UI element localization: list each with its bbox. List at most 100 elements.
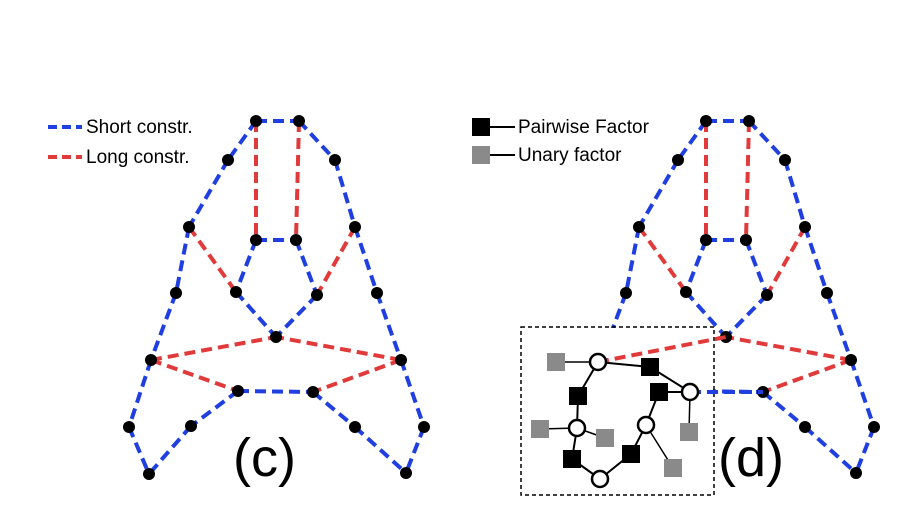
landmark-node <box>395 354 407 366</box>
short-constraint-edge <box>147 424 193 476</box>
landmark-node <box>329 154 341 166</box>
landmark-node <box>633 221 645 233</box>
short-constraint-edge <box>274 293 319 339</box>
variable-node <box>680 382 700 402</box>
unary-factor <box>547 353 565 371</box>
long-constraint-edge <box>725 335 852 362</box>
landmark-node <box>222 154 234 166</box>
long-constraint-edge <box>765 226 807 296</box>
landmark-node <box>868 421 880 433</box>
landmark-node <box>123 421 135 433</box>
short-constraint-edge <box>624 226 641 294</box>
pairwise-factor <box>641 358 659 376</box>
long-constraint-edge <box>150 335 277 362</box>
landmark-node <box>680 286 692 298</box>
factor-graph-inset <box>520 326 763 496</box>
short-constraint-edge <box>226 119 258 162</box>
landmark-node <box>250 115 262 127</box>
legend-pairwise-label: Pairwise Factor <box>518 117 650 138</box>
landmark-node <box>270 331 282 343</box>
landmark-node <box>145 354 157 366</box>
short-constraint-edge <box>803 425 858 475</box>
landmark-node <box>700 234 712 246</box>
panel-label-c: (c) <box>233 428 296 488</box>
short-constraint-edge <box>783 159 807 228</box>
landmark-node <box>307 386 319 398</box>
unary-factor <box>531 420 549 438</box>
short-constraint-edge <box>127 359 153 428</box>
long-constraint-edge <box>150 358 239 393</box>
landmark-node <box>799 421 811 433</box>
legend-left: Short constr. Long constr. <box>48 117 193 168</box>
long-constraint-edge <box>294 120 301 241</box>
landmark-node <box>293 115 305 127</box>
short-constraint-edge <box>189 389 240 428</box>
landmark-node <box>185 420 197 432</box>
short-constraint-edge <box>404 426 426 474</box>
landmark-node <box>183 221 195 233</box>
variable-node <box>636 415 656 435</box>
short-constraint-edge <box>234 239 258 293</box>
unary-factor <box>664 459 682 477</box>
short-constraint-edge <box>747 119 787 162</box>
short-constraint-edge <box>803 226 829 294</box>
legend-long-label: Long constr. <box>86 147 190 168</box>
pairwise-factor <box>622 445 640 463</box>
short-constraint-edge <box>849 359 876 428</box>
long-constraint-edge <box>187 225 238 294</box>
landmark-node <box>400 467 412 479</box>
variable-node <box>590 469 610 489</box>
landmark-node <box>821 287 833 299</box>
pairwise-factor <box>563 450 581 468</box>
variable-node <box>588 352 608 372</box>
short-constraint-edge <box>761 390 807 429</box>
short-constraint-edge <box>825 292 853 361</box>
landmark-node <box>349 221 361 233</box>
landmark-node <box>761 289 773 301</box>
short-constraint-edge <box>333 159 357 228</box>
landmark-node <box>672 154 684 166</box>
landmark-node <box>845 354 857 366</box>
short-constraint-edge <box>237 389 314 394</box>
short-constraint-edge <box>187 158 230 229</box>
long-constraint-edge <box>762 358 852 394</box>
short-constraint-edge <box>684 239 708 293</box>
landmark-node <box>230 286 242 298</box>
landmark-node <box>799 221 811 233</box>
constraint-graph-c <box>123 115 430 480</box>
short-constraint-edge <box>234 290 278 339</box>
inset-frame <box>520 326 715 496</box>
landmark-node <box>418 421 430 433</box>
landmark-node <box>779 154 791 166</box>
pairwise-factor-swatch <box>472 118 490 136</box>
landmark-node <box>349 421 361 433</box>
short-constraint-edge <box>174 226 191 294</box>
long-constraint-edge <box>597 335 727 364</box>
landmark-node <box>850 467 862 479</box>
landmark-node <box>743 115 755 127</box>
landmark-node <box>250 234 262 246</box>
landmark-node <box>620 287 632 299</box>
long-constraint-edge <box>637 225 688 294</box>
long-constraint-edge <box>275 335 402 362</box>
pairwise-factor <box>569 387 587 405</box>
landmark-node <box>700 115 712 127</box>
legend-unary-label: Unary factor <box>518 145 622 166</box>
short-constraint-edge <box>149 292 178 361</box>
short-constraint-edge <box>297 119 337 162</box>
landmark-node <box>371 287 383 299</box>
short-constraint-edge <box>724 293 769 339</box>
long-constraint-edge <box>744 120 751 241</box>
short-constraint-edge <box>294 239 319 296</box>
variable-node <box>567 418 587 438</box>
short-constraint-edge <box>744 239 769 296</box>
short-constraint-edge <box>399 359 426 428</box>
long-constraint-edge <box>312 358 402 394</box>
unary-factor-swatch <box>472 146 490 164</box>
short-constraint-edge <box>353 226 379 294</box>
short-constraint-edge <box>375 292 403 361</box>
short-constraint-edge <box>127 426 151 475</box>
legend-right: Pairwise Factor Unary factor <box>472 117 650 166</box>
short-constraint-edge <box>854 426 876 474</box>
